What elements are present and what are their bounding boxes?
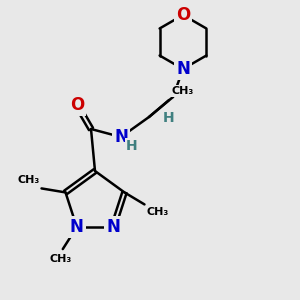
- Text: O: O: [176, 6, 190, 24]
- Text: N: N: [106, 218, 120, 236]
- Text: H: H: [163, 111, 175, 125]
- Text: N: N: [176, 60, 190, 78]
- Text: CH₃: CH₃: [50, 254, 72, 264]
- Text: N: N: [70, 218, 84, 236]
- Text: CH₃: CH₃: [171, 86, 193, 96]
- Text: H: H: [126, 139, 138, 153]
- Text: CH₃: CH₃: [17, 176, 40, 185]
- Text: CH₃: CH₃: [146, 207, 169, 218]
- Text: N: N: [114, 128, 128, 146]
- Text: O: O: [70, 96, 84, 114]
